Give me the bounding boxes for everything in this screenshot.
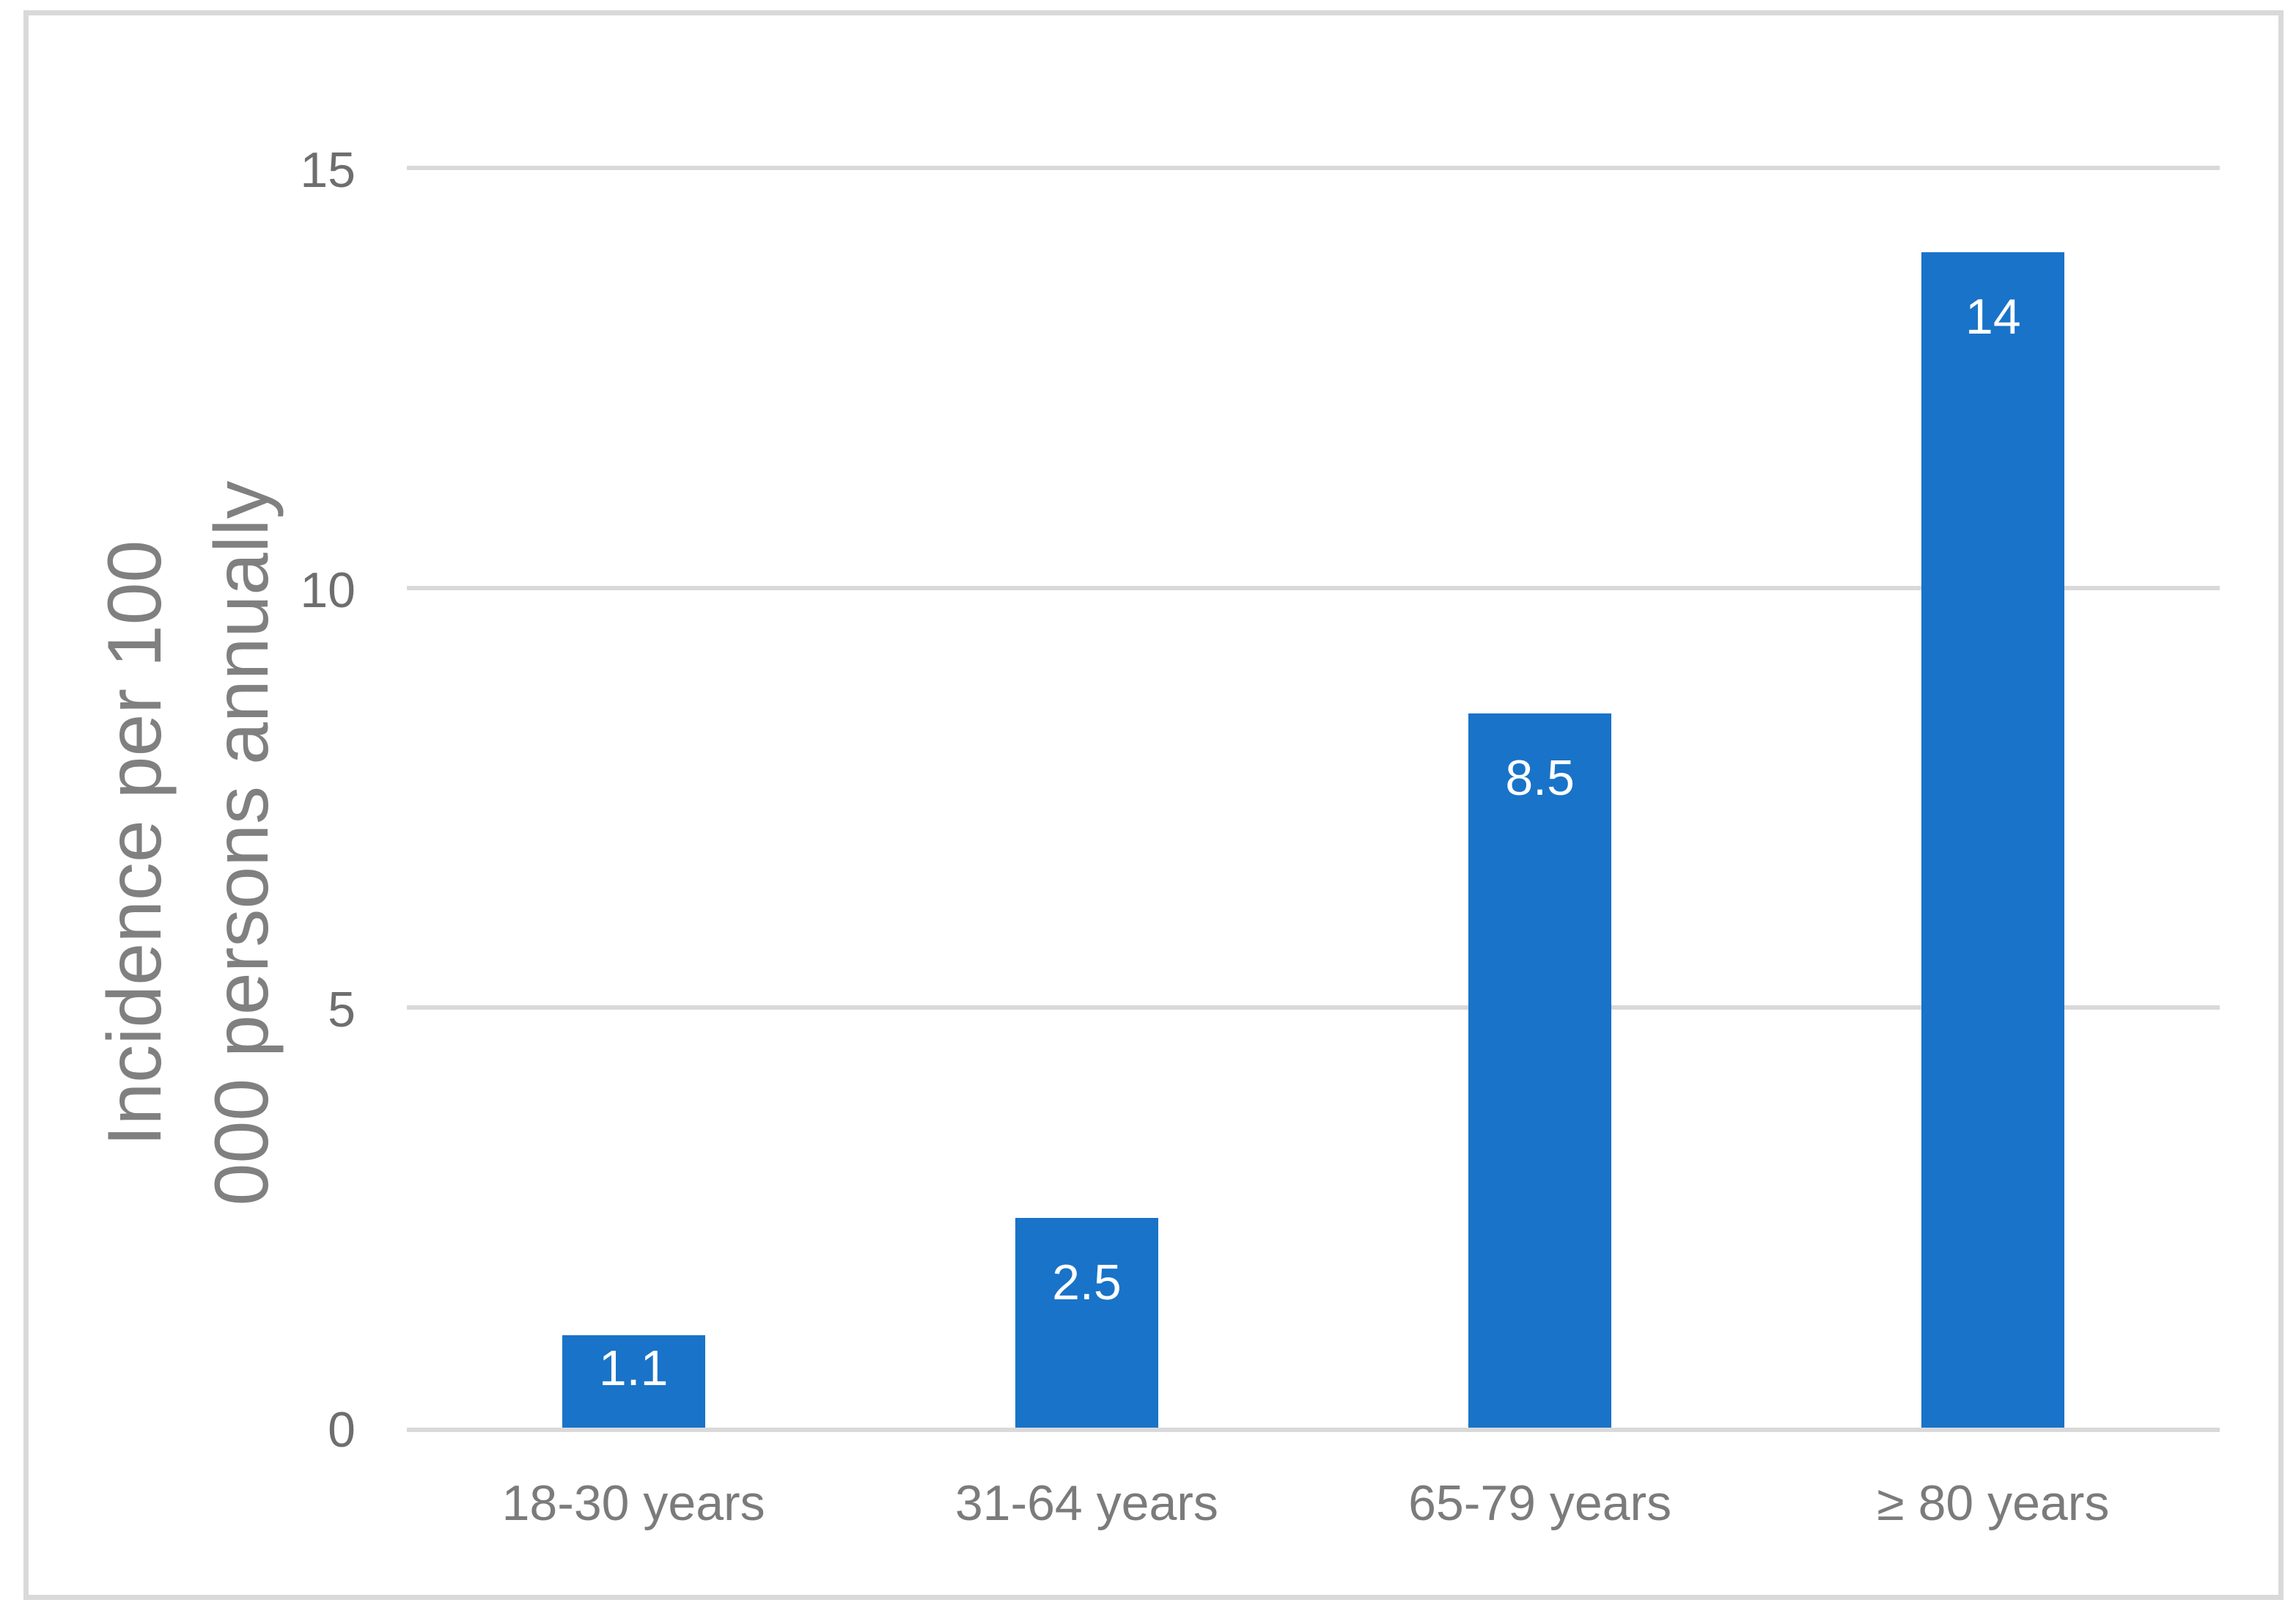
x-axis-line xyxy=(407,1428,2220,1432)
bar-65-79 years: 8.5 xyxy=(1468,713,1612,1428)
gridline-y10 xyxy=(407,585,2220,590)
data-label-2.5: 2.5 xyxy=(1052,1254,1122,1310)
y-tick-label-15: 15 xyxy=(300,142,356,198)
x-category-label-18-30 years: 18-30 years xyxy=(501,1475,765,1531)
y-axis-title-line2: 000 persons annually xyxy=(199,480,284,1206)
y-axis-title: Incidence per 100 000 persons annually xyxy=(81,330,295,1356)
data-label-1.1: 1.1 xyxy=(598,1340,669,1397)
gridline-y5 xyxy=(407,1005,2220,1010)
y-tick-label-10: 10 xyxy=(300,562,356,618)
y-axis-title-line1: Incidence per 100 xyxy=(92,540,177,1147)
data-label-14: 14 xyxy=(1965,288,2021,345)
x-category-label-≥ 80 years: ≥ 80 years xyxy=(1877,1475,2110,1531)
data-label-8.5: 8.5 xyxy=(1505,750,1575,807)
y-tick-label-5: 5 xyxy=(328,982,356,1038)
bar-≥ 80 years: 14 xyxy=(1921,252,2065,1428)
x-category-label-65-79 years: 65-79 years xyxy=(1408,1475,1672,1531)
y-tick-label-0: 0 xyxy=(328,1402,356,1458)
x-category-label-31-64 years: 31-64 years xyxy=(954,1475,1218,1531)
bar-18-30 years: 1.1 xyxy=(562,1335,705,1428)
bar-31-64 years: 2.5 xyxy=(1015,1217,1158,1428)
gridline-y15 xyxy=(407,166,2220,170)
chart-outer-border xyxy=(23,10,2284,1600)
